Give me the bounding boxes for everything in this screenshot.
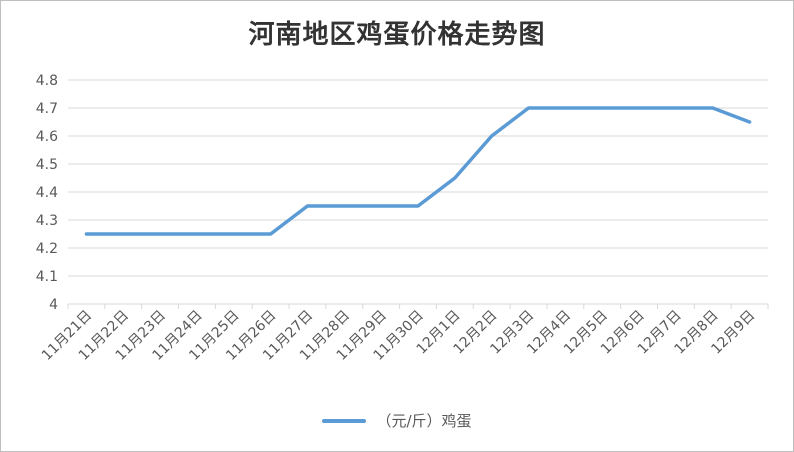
y-tick-label: 4.4: [36, 185, 58, 201]
y-tick-label: 4.1: [36, 269, 58, 285]
y-tick-label: 4.3: [36, 213, 58, 229]
legend-label: （元/斤）鸡蛋: [376, 412, 472, 430]
y-tick-label: 4.2: [36, 241, 58, 257]
series-line: [84, 106, 752, 236]
y-tick-label: 4.7: [36, 101, 58, 117]
y-tick-label: 4: [49, 297, 58, 313]
legend: （元/斤）鸡蛋: [0, 410, 794, 431]
legend-swatch: [322, 418, 367, 423]
chart-title: 河南地区鸡蛋价格走势图: [248, 20, 546, 50]
y-tick-label: 4.8: [36, 73, 58, 89]
y-tick-label: 4.6: [36, 129, 58, 145]
y-tick-label: 4.5: [36, 157, 58, 173]
